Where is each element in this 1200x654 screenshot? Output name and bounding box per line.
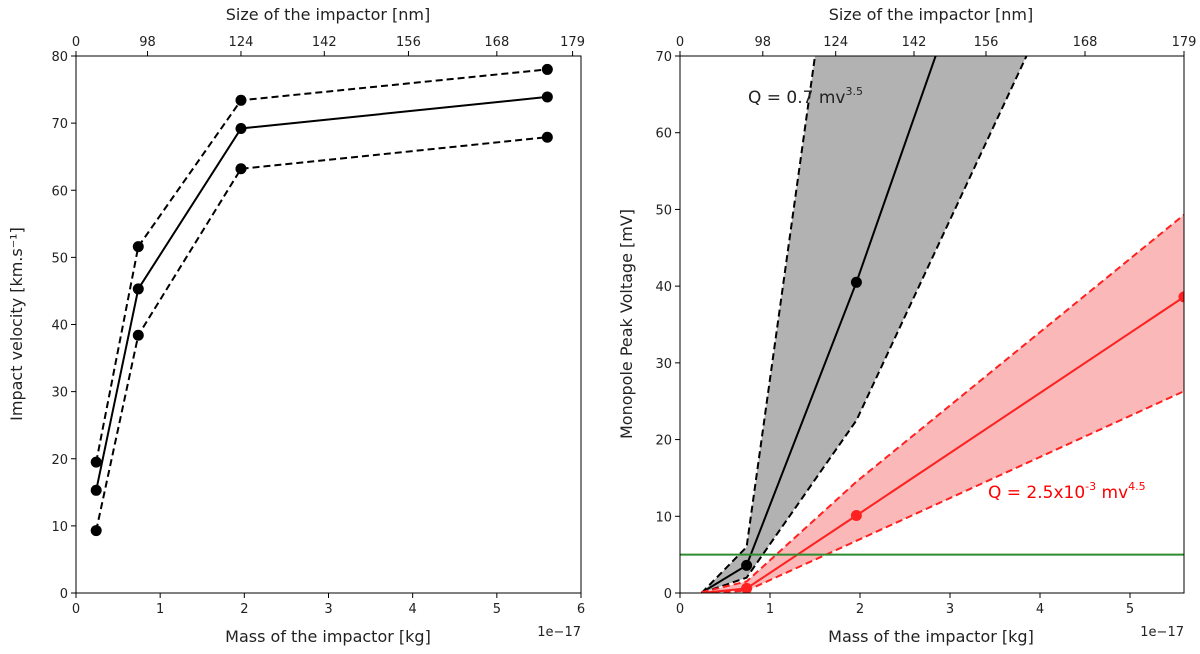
left-x-axis-label: Mass of the impactor [kg]	[225, 627, 431, 646]
left-y-tick-label: 50	[51, 251, 68, 266]
right-x-axis-label: Mass of the impactor [kg]	[828, 627, 1034, 646]
right-y-tick-label: 60	[655, 127, 672, 142]
left-top-tick-label: 142	[312, 35, 337, 50]
right-y-tick-label: 10	[655, 510, 672, 525]
left-point-upper	[132, 241, 144, 253]
left-x-offset-label: 1e−17	[537, 625, 581, 640]
left-x-tick-label: 5	[493, 602, 501, 617]
left-x-tick-label: 6	[577, 602, 585, 617]
left-top-tick-label: 98	[139, 35, 156, 50]
left-y-tick-label: 20	[51, 453, 68, 468]
right-y-tick-label: 30	[655, 357, 672, 372]
left-point-lower	[235, 163, 247, 175]
black-model-mean-line	[701, 56, 937, 593]
right-x-tick-label: 3	[946, 602, 954, 617]
right-y-tick-label: 70	[655, 50, 672, 65]
black-model-upper-bound	[700, 56, 817, 593]
left-y-tick-label: 60	[51, 184, 68, 199]
red-model-point	[1178, 291, 1184, 303]
right-x-tick-label: 2	[856, 602, 864, 617]
left-point-upper	[541, 63, 553, 75]
right-top-tick-label: 98	[755, 35, 772, 50]
left-top-axis-label: Size of the impactor [nm]	[226, 5, 431, 24]
left-point-mean	[541, 91, 553, 103]
left-chart-panel: 0 1 2 3 4 5 6 0 10 20 30 40 50 60 70 80 0 98 124 142 156 16…	[7, 5, 585, 646]
left-y-tick-label: 10	[51, 520, 68, 535]
left-top-tick-label: 168	[484, 35, 509, 50]
red-model-upper-bound	[701, 214, 1184, 593]
left-y-tick-label: 0	[60, 587, 68, 602]
left-point-mean	[235, 122, 247, 134]
left-point-mean	[90, 484, 102, 496]
right-y-tick-label: 40	[655, 280, 672, 295]
left-top-tick-label: 156	[396, 35, 421, 50]
left-series-line-upper	[95, 68, 548, 463]
left-series-line-mean	[95, 95, 548, 491]
right-y-tick-label: 0	[664, 587, 672, 602]
left-y-tick-label: 30	[51, 386, 68, 401]
left-top-tick-label: 124	[229, 35, 254, 50]
right-top-tick-label: 168	[1073, 35, 1098, 50]
right-x-tick-label: 1	[766, 602, 774, 617]
red-model-mean-line	[701, 296, 1184, 593]
left-x-tick-label: 1	[156, 602, 164, 617]
left-point-upper	[235, 94, 247, 106]
right-top-tick-label: 179	[1172, 35, 1197, 50]
right-x-tick-label: 4	[1036, 602, 1044, 617]
right-x-offset-label: 1e−17	[1140, 625, 1184, 640]
right-x-tick-label: 0	[676, 602, 684, 617]
red-model-point	[741, 582, 753, 593]
right-x-tick-label: 5	[1126, 602, 1134, 617]
black-model-point	[850, 276, 862, 288]
left-plot-frame	[75, 55, 582, 594]
annotation-black-model: Q = 0.7 mv3.5	[748, 85, 863, 108]
right-y-axis-label: Monopole Peak Voltage [mV]	[617, 209, 636, 439]
annotation-red-model: Q = 2.5x10-3 mv4.5	[988, 480, 1146, 503]
left-top-tick-label: 0	[72, 35, 80, 50]
red-model-uncertainty-band	[701, 214, 1184, 593]
right-top-tick-label: 156	[974, 35, 999, 50]
right-top-tick-label: 0	[676, 35, 684, 50]
right-chart-panel: 0 1 2 3 4 5 0 10 20 30 40 50 60 70 0 98 124 142 156 168 17…	[617, 5, 1197, 646]
red-model-lower-bound	[701, 390, 1184, 593]
left-x-tick-label: 4	[409, 602, 417, 617]
black-model-uncertainty-band	[701, 56, 1027, 593]
black-model-point	[741, 559, 753, 571]
right-top-tick-label: 124	[823, 35, 848, 50]
left-x-tick-label: 2	[240, 602, 248, 617]
left-point-lower	[541, 131, 553, 143]
left-top-tick-label: 179	[560, 35, 585, 50]
right-y-tick-label: 50	[655, 203, 672, 218]
left-point-mean	[132, 283, 144, 295]
left-point-lower	[132, 329, 144, 341]
right-top-axis-label: Size of the impactor [nm]	[829, 5, 1034, 24]
left-x-tick-label: 3	[324, 602, 332, 617]
left-y-tick-label: 70	[51, 117, 68, 132]
red-model-point	[850, 510, 862, 522]
right-plot-frame	[679, 55, 1185, 594]
left-y-axis-label: Impact velocity [km.s⁻¹]	[7, 227, 26, 421]
left-series-line-lower	[95, 136, 548, 531]
left-x-tick-label: 0	[72, 602, 80, 617]
right-y-tick-label: 20	[655, 434, 672, 449]
left-point-lower	[90, 525, 102, 537]
left-y-tick-label: 40	[51, 319, 68, 334]
left-point-upper	[90, 456, 102, 468]
right-top-tick-label: 142	[902, 35, 927, 50]
left-y-tick-label: 80	[51, 50, 68, 65]
